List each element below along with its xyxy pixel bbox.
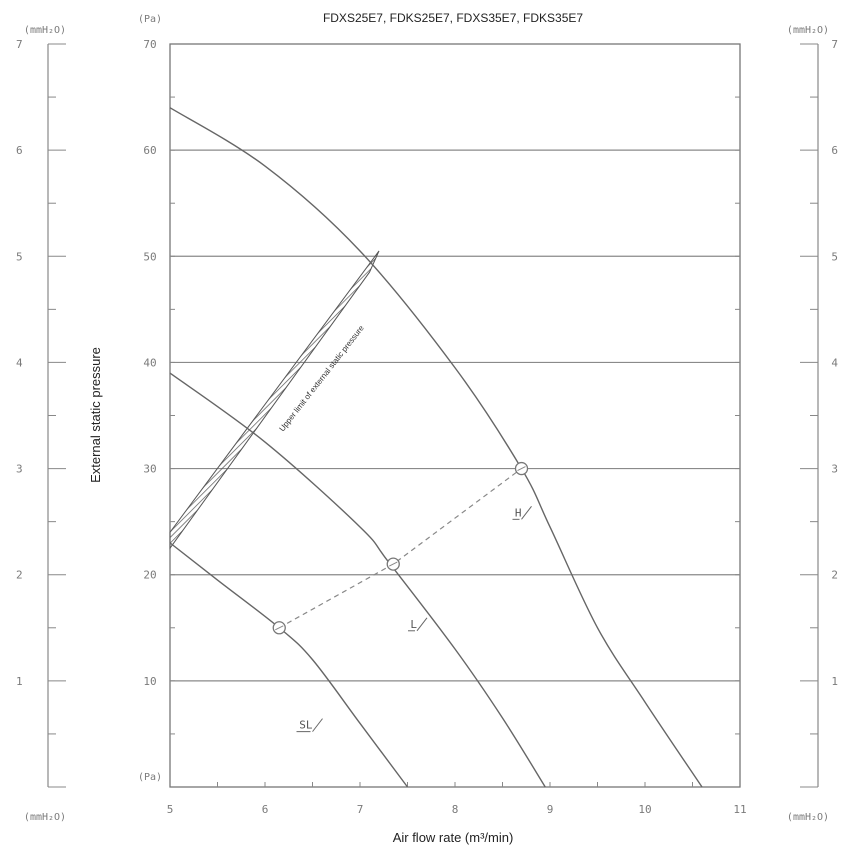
y-tick-label-mmh2o-right: 2 xyxy=(831,569,838,582)
y-tick-label-pa: 70 xyxy=(143,38,156,51)
x-axis-label: Air flow rate (m³/min) xyxy=(393,830,514,845)
curve-label-leader xyxy=(416,617,428,632)
x-tick-label: 5 xyxy=(167,803,174,816)
operating-line xyxy=(278,468,522,629)
chart-frame xyxy=(47,43,819,788)
grid-lines xyxy=(170,149,740,682)
series-curves: H L SL xyxy=(169,107,703,788)
y-tick-label-pa: 60 xyxy=(143,144,156,157)
x-tick-label: 10 xyxy=(638,803,651,816)
y-unit-mmh2o-left-bottom: (mmH₂O) xyxy=(24,812,66,823)
y-tick-label-mmh2o-left: 3 xyxy=(16,463,23,476)
y-tick-label-mmh2o-right: 4 xyxy=(831,356,838,369)
y-tick-label-mmh2o-right: 5 xyxy=(831,250,838,263)
operating-point-mark xyxy=(275,625,284,631)
upper-limit-band xyxy=(169,250,380,550)
y-tick-label-pa: 40 xyxy=(143,356,156,369)
plot-border xyxy=(169,43,741,788)
y-tick-label-mmh2o-left: 1 xyxy=(16,675,23,688)
y-tick-label-mmh2o-right: 1 xyxy=(831,675,838,688)
y-tick-label-mmh2o-left: 7 xyxy=(16,38,23,51)
y-unit-pa-bottom: (Pa) xyxy=(138,772,162,783)
y-tick-label-pa: 50 xyxy=(143,250,156,263)
y-tick-label-mmh2o-left: 6 xyxy=(16,144,23,157)
y-unit-mmh2o-right-top: (mmH₂O) xyxy=(787,25,829,36)
y-tick-label-mmh2o-right: 7 xyxy=(831,38,838,51)
y-tick-label-pa: 10 xyxy=(143,675,156,688)
y-tick-label-mmh2o-right: 6 xyxy=(831,144,838,157)
y-tick-label-mmh2o-left: 5 xyxy=(16,250,23,263)
operating-point-mark xyxy=(389,561,398,567)
curve-label-leader xyxy=(521,506,532,520)
curve-label-leader xyxy=(312,718,323,732)
curve-label-sl: SL xyxy=(299,719,313,732)
operating-point-mark xyxy=(517,466,526,472)
y-tick-label-mmh2o-left: 2 xyxy=(16,569,23,582)
operating-points xyxy=(272,461,529,635)
x-tick-label: 8 xyxy=(452,803,459,816)
y-tick-label-pa: 20 xyxy=(143,569,156,582)
curve-label-l: L xyxy=(410,618,417,631)
y-axis-label: External static pressure xyxy=(88,347,103,483)
y-unit-pa-top: (Pa) xyxy=(138,14,162,25)
x-tick-label: 7 xyxy=(357,803,364,816)
x-tick-label: 9 xyxy=(547,803,554,816)
curve-h xyxy=(169,107,703,788)
curve-l xyxy=(169,372,546,788)
y-tick-label-mmh2o-left: 4 xyxy=(16,356,23,369)
y-tick-label-mmh2o-right: 3 xyxy=(831,463,838,476)
y-unit-mmh2o-right-bottom: (mmH₂O) xyxy=(787,812,829,823)
y-tick-label-pa: 30 xyxy=(143,463,156,476)
upper-limit-hatch xyxy=(169,250,380,550)
chart-title: FDXS25E7, FDKS25E7, FDXS35E7, FDKS35E7 xyxy=(323,11,583,25)
curve-sl xyxy=(169,542,409,788)
x-tick-label: 6 xyxy=(262,803,269,816)
x-tick-label: 11 xyxy=(733,803,746,816)
curve-label-h: H xyxy=(515,506,522,519)
y-unit-mmh2o-left-top: (mmH₂O) xyxy=(24,25,66,36)
